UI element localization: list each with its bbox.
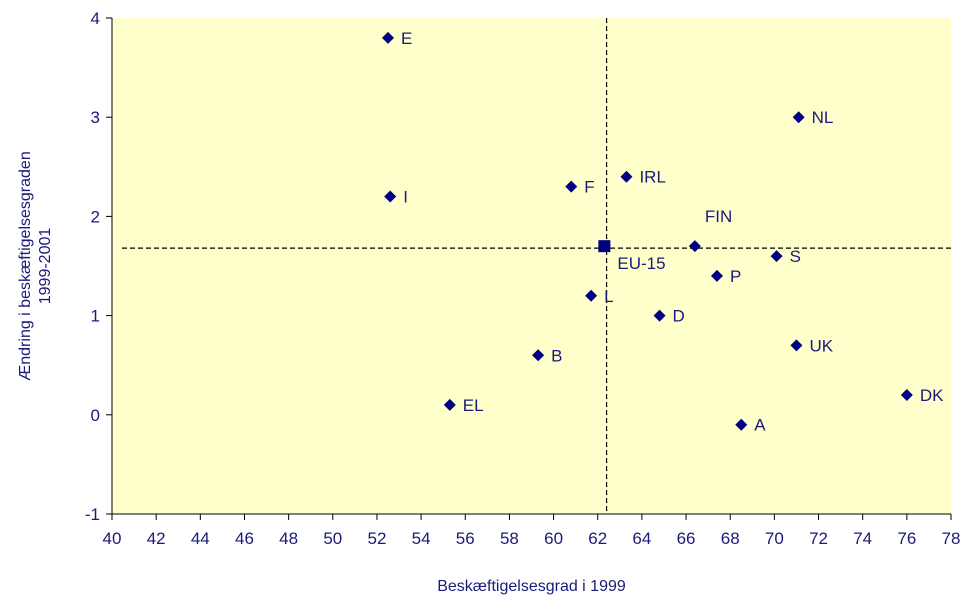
plot-area (112, 18, 951, 514)
x-tick-label: 58 (500, 529, 519, 548)
x-tick-label: 64 (632, 529, 651, 548)
reference-lines (122, 18, 951, 514)
point-marker-l (585, 289, 598, 302)
x-tick-label: 46 (235, 529, 254, 548)
point-marker-p (710, 269, 723, 282)
point-marker-s (770, 250, 783, 263)
point-label-s: S (790, 247, 801, 266)
point-marker-el (443, 398, 456, 411)
point-marker-f (565, 180, 578, 193)
x-tick-label: 74 (853, 529, 872, 548)
x-tick-label: 50 (323, 529, 342, 548)
point-label-uk: UK (809, 336, 833, 355)
x-axis-title: Beskæftigelsesgrad i 1999 (437, 578, 626, 595)
x-tick-label: 78 (942, 529, 961, 548)
x-tick-label: 44 (191, 529, 210, 548)
point-label-e: E (401, 29, 412, 48)
point-label-l: L (604, 287, 613, 306)
x-tick-label: 40 (103, 529, 122, 548)
y-tick-label: 4 (91, 9, 100, 28)
point-label-p: P (730, 267, 741, 286)
point-label-irl: IRL (639, 168, 665, 187)
point-marker-i (384, 190, 397, 203)
x-tick-label: 60 (544, 529, 563, 548)
y-axis-ticks: 4 3 2 1 0 -1 (85, 9, 112, 524)
x-tick-label: 62 (588, 529, 607, 548)
x-tick-label: 68 (721, 529, 740, 548)
point-marker-e (381, 31, 394, 44)
y-tick-label: 3 (91, 108, 100, 127)
point-marker-d (653, 309, 666, 322)
point-label-fin: FIN (705, 207, 732, 226)
x-tick-label: 70 (765, 529, 784, 548)
x-tick-label: 66 (677, 529, 696, 548)
y-tick-label: 0 (91, 406, 100, 425)
point-marker-b (532, 349, 545, 362)
point-label-el: EL (463, 396, 484, 415)
point-marker-dk (900, 388, 913, 401)
point-marker-fin (688, 240, 701, 253)
point-label-dk: DK (920, 386, 944, 405)
x-axis-ticks: 40 42 44 46 48 50 52 54 56 58 60 62 64 66 68 70 72 74 76 78 (103, 514, 961, 548)
y-tick-label: -1 (85, 505, 100, 524)
point-marker-nl (792, 111, 805, 124)
x-tick-label: 72 (809, 529, 828, 548)
point-label-eu-15: EU-15 (617, 254, 665, 273)
point-marker-uk (790, 339, 803, 352)
point-label-i: I (403, 188, 408, 207)
x-tick-label: 42 (147, 529, 166, 548)
point-label-a: A (754, 416, 766, 435)
data-points: E NL IRL F I FIN EU-15 S P L D UK B DK EL A (381, 29, 944, 435)
x-tick-label: 54 (412, 529, 431, 548)
y-tick-label: 1 (91, 307, 100, 326)
y-axis-title-line-1: Ændring i beskæftigelsesgraden (17, 151, 34, 380)
point-marker-a (735, 418, 748, 431)
x-tick-label: 76 (897, 529, 916, 548)
y-axis-title-line-2: 1999-2001 (37, 228, 54, 305)
point-label-b: B (551, 346, 562, 365)
x-tick-label: 56 (456, 529, 475, 548)
x-tick-label: 48 (279, 529, 298, 548)
point-label-nl: NL (812, 108, 834, 127)
x-tick-label: 52 (367, 529, 386, 548)
point-marker-eu-15 (598, 240, 611, 253)
axes (111, 18, 951, 515)
point-marker-irl (620, 170, 633, 183)
point-label-d: D (673, 307, 685, 326)
y-tick-label: 2 (91, 207, 100, 226)
point-label-f: F (584, 178, 594, 197)
